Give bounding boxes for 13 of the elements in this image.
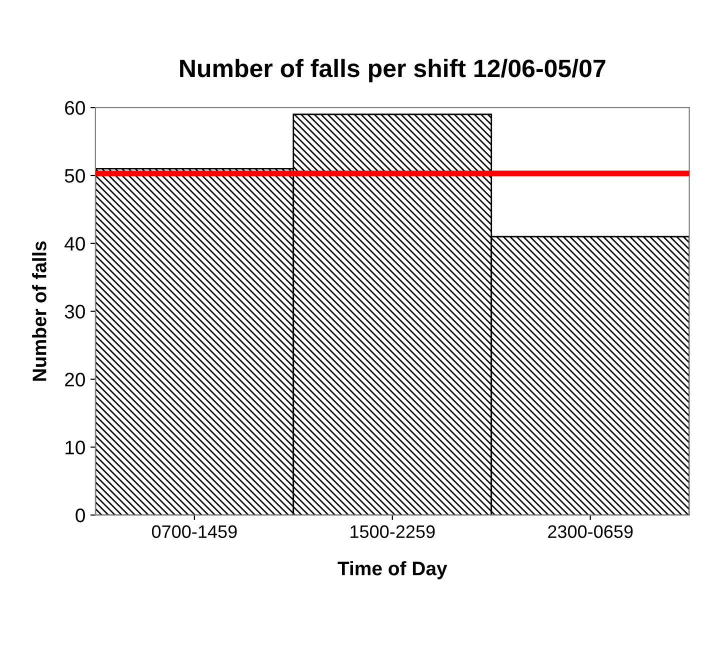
x-tick-label: 1500-2259 bbox=[350, 525, 435, 538]
x-axis-title: Time of Day bbox=[338, 561, 448, 580]
y-tick-label: 40 bbox=[64, 236, 85, 251]
chart-title: Number of falls per shift 12/06-05/07 bbox=[180, 58, 606, 82]
y-tick-label: 60 bbox=[65, 101, 85, 115]
y-tick-label: 0 bbox=[76, 508, 85, 522]
y-tick-label: 30 bbox=[64, 304, 85, 319]
y-tick-label: 20 bbox=[65, 372, 85, 386]
y-tick-label: 10 bbox=[66, 440, 85, 454]
x-tick-label: 0700-1459 bbox=[152, 525, 237, 538]
y-tick-label: 50 bbox=[64, 168, 85, 183]
y-axis-title: Number of falls bbox=[32, 241, 46, 381]
x-tick-label: 2300-0659 bbox=[548, 525, 633, 538]
